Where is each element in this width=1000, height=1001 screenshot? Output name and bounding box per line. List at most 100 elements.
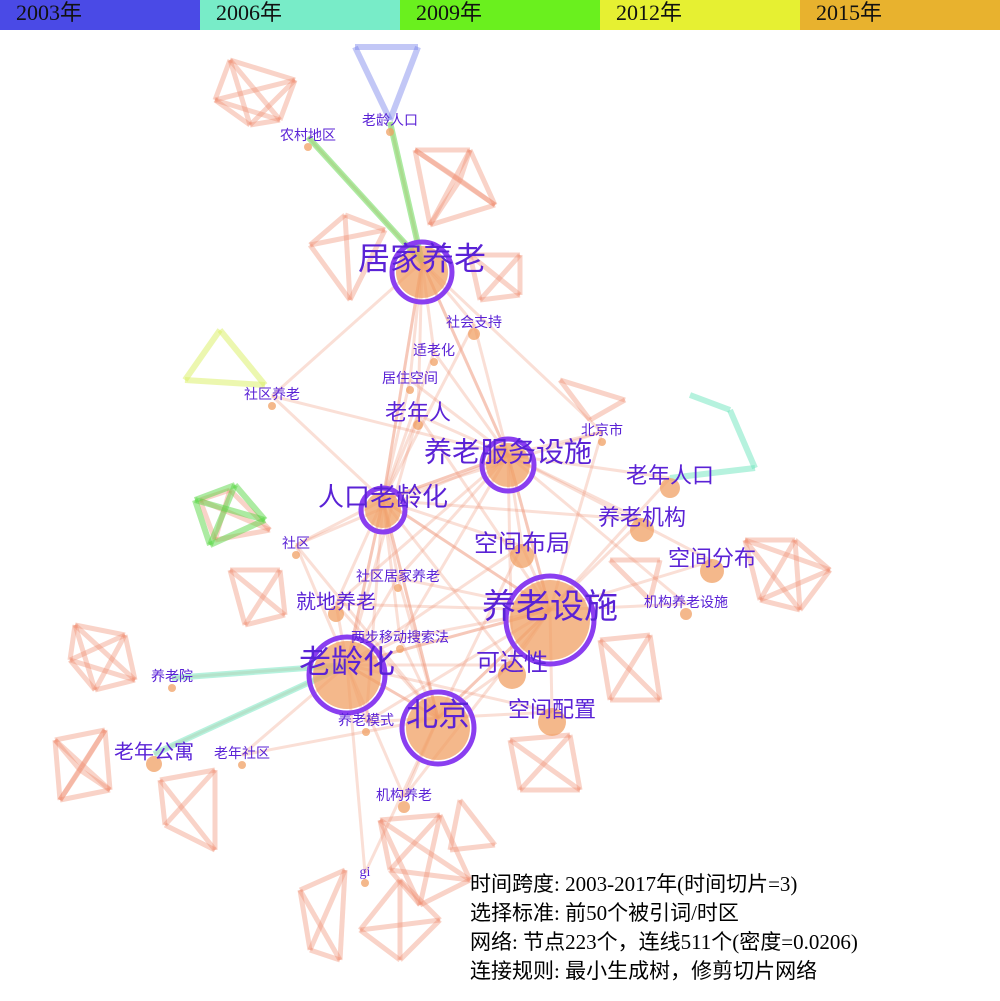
- timeline-label: 2015年: [816, 0, 882, 25]
- edge: [743, 538, 802, 612]
- edge: [381, 499, 514, 666]
- edge: [478, 253, 522, 302]
- edge: [294, 544, 440, 719]
- edge: [271, 394, 509, 457]
- node: [238, 761, 246, 769]
- node-label: 就地养老: [296, 591, 376, 614]
- node: [486, 443, 530, 487]
- node-label: 空间配置: [508, 697, 596, 722]
- edge: [458, 798, 497, 847]
- edge: [759, 567, 831, 603]
- edge: [798, 568, 832, 612]
- edge: [207, 483, 238, 547]
- edge: [94, 677, 136, 693]
- edge: [53, 738, 112, 792]
- edge: [337, 869, 348, 961]
- edge: [382, 498, 643, 522]
- edge: [307, 868, 348, 952]
- node: [660, 478, 680, 498]
- node-label: 老年人: [385, 400, 451, 425]
- edge: [72, 624, 98, 691]
- edge: [57, 768, 83, 802]
- edge: [213, 97, 252, 128]
- edge: [192, 499, 213, 546]
- edge: [214, 77, 296, 103]
- node-ring: [306, 634, 388, 716]
- edge: [163, 768, 217, 827]
- edge: [507, 453, 643, 522]
- node: [406, 386, 414, 394]
- edge: [212, 59, 233, 101]
- edge: [467, 254, 483, 301]
- node: [328, 606, 344, 622]
- edge: [420, 261, 510, 456]
- timeline-label: 2009年: [416, 0, 482, 25]
- edge: [388, 813, 442, 872]
- node: [386, 128, 394, 136]
- edge: [208, 517, 267, 548]
- edge: [379, 812, 441, 823]
- edge: [227, 569, 248, 626]
- edge: [249, 117, 281, 128]
- edge: [157, 779, 168, 826]
- edge: [412, 149, 433, 226]
- node-label: 养老设施: [482, 588, 618, 626]
- node: [700, 559, 724, 583]
- edge: [742, 539, 763, 601]
- edge: [518, 733, 572, 792]
- info-line: 连接规则: 最小生成树，修剪切片网络: [470, 959, 817, 983]
- edge: [377, 818, 423, 907]
- node-label: 老龄人口: [362, 113, 418, 129]
- edge: [381, 323, 476, 501]
- timeline-label: 2003年: [16, 0, 82, 25]
- edge: [387, 121, 425, 263]
- edge: [217, 328, 268, 387]
- edge: [507, 453, 687, 606]
- node-labels: 老龄人口农村地区居家养老社会支持适老化居住空间社区养老老年人北京市养老服务设施老…: [114, 113, 756, 880]
- timeline-segment: [0, 0, 200, 30]
- node: [598, 438, 606, 446]
- node-ring: [479, 436, 537, 494]
- edge: [472, 323, 510, 456]
- edge: [163, 822, 217, 853]
- node: [680, 608, 692, 620]
- edge: [346, 663, 553, 714]
- edge: [159, 767, 216, 783]
- edge: [241, 716, 439, 757]
- edge: [508, 737, 582, 793]
- node-circles: [146, 128, 724, 887]
- edge: [458, 177, 497, 208]
- node-label: 空间布局: [474, 531, 570, 558]
- edge: [381, 499, 440, 719]
- node: [468, 328, 480, 340]
- node-label: 北京: [406, 696, 470, 732]
- node: [398, 801, 410, 813]
- edge: [73, 623, 137, 682]
- edge: [507, 453, 713, 563]
- edge: [228, 568, 287, 617]
- node-label: 两步移动搜索法: [351, 629, 449, 646]
- edges: [52, 44, 832, 963]
- edge: [77, 728, 108, 772]
- node-label: 农村地区: [280, 128, 336, 144]
- edge: [67, 624, 78, 661]
- edge: [468, 253, 522, 297]
- edge: [298, 867, 347, 893]
- edge: [307, 243, 353, 302]
- edge: [102, 729, 113, 791]
- edge: [342, 214, 353, 301]
- node: [538, 708, 566, 736]
- node-label: 居住空间: [382, 371, 438, 387]
- edge: [688, 392, 732, 413]
- node-label: 居家养老: [358, 240, 486, 276]
- info-line: 选择标准: 前50个被引词/时区: [470, 901, 739, 925]
- edge: [68, 632, 127, 663]
- edge: [346, 544, 523, 667]
- edge: [559, 377, 626, 403]
- edge: [567, 734, 583, 791]
- edge: [377, 819, 393, 871]
- node: [168, 684, 176, 692]
- node-ring: [358, 485, 408, 535]
- timeline-label: 2012年: [616, 0, 682, 25]
